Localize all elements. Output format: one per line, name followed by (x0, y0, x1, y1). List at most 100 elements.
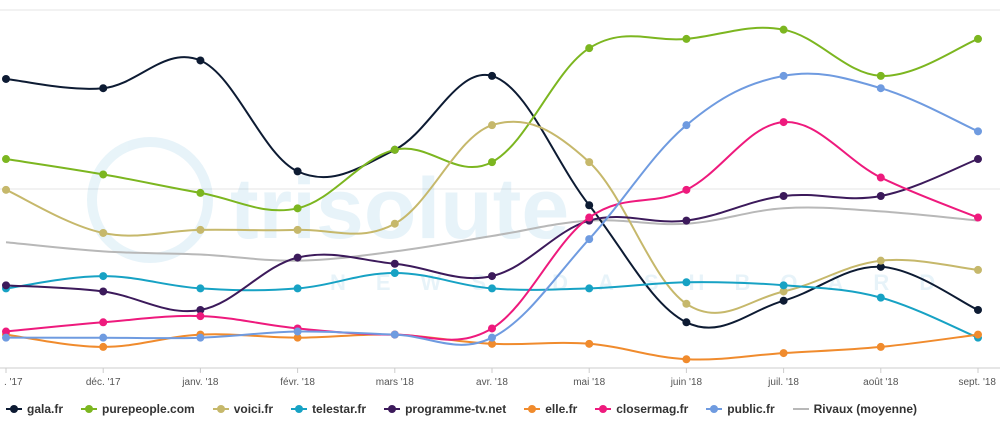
data-point-programme-tv-net-0[interactable] (2, 281, 10, 290)
data-point-closermag-fr-9[interactable] (876, 173, 885, 182)
data-point-voici-fr-9[interactable] (876, 256, 885, 265)
data-point-public-fr-6[interactable] (585, 235, 594, 244)
data-point-closermag-fr-1[interactable] (99, 318, 108, 327)
legend-swatch (595, 404, 612, 414)
data-point-gala-fr-6[interactable] (585, 201, 594, 210)
data-point-telestar-fr-3[interactable] (293, 284, 302, 293)
data-point-elle-fr-3[interactable] (293, 333, 302, 342)
series-line-public-fr[interactable] (5, 72, 979, 346)
data-point-gala-fr-9[interactable] (876, 262, 885, 271)
legend-item-programme-tv-net[interactable]: programme-tv.net (384, 402, 506, 416)
legend-item-rivaux-moyenne[interactable]: Rivaux (moyenne) (792, 402, 917, 416)
data-point-purepeople-com-7[interactable] (682, 34, 691, 43)
data-point-closermag-fr-2[interactable] (196, 312, 205, 321)
data-point-purepeople-com-6[interactable] (585, 44, 594, 53)
data-point-closermag-fr-6[interactable] (585, 213, 594, 222)
legend-item-voici-fr[interactable]: voici.fr (212, 402, 273, 416)
data-point-telestar-fr-7[interactable] (682, 278, 691, 287)
data-point-public-fr-9[interactable] (876, 84, 885, 93)
data-point-public-fr-1[interactable] (99, 333, 108, 342)
data-point-public-fr-2[interactable] (196, 333, 205, 342)
data-point-gala-fr-5[interactable] (488, 71, 496, 80)
data-point-purepeople-com-2[interactable] (196, 188, 205, 197)
data-point-programme-tv-net-7[interactable] (682, 216, 691, 225)
legend-item-public-fr[interactable]: public.fr (706, 402, 775, 416)
legend-label: public.fr (727, 402, 775, 416)
data-point-programme-tv-net-5[interactable] (488, 272, 496, 281)
data-point-programme-tv-net-9[interactable] (876, 192, 885, 200)
data-point-public-fr-7[interactable] (682, 121, 691, 130)
data-point-programme-tv-net-4[interactable] (390, 259, 399, 268)
data-point-voici-fr-0[interactable] (2, 185, 10, 194)
data-point-elle-fr-7[interactable] (682, 355, 691, 364)
data-point-public-fr-0[interactable] (2, 333, 10, 342)
data-point-elle-fr-10[interactable] (974, 330, 982, 339)
legend-item-gala-fr[interactable]: gala.fr (6, 402, 63, 416)
data-point-purepeople-com-0[interactable] (2, 155, 10, 164)
data-point-voici-fr-1[interactable] (99, 228, 108, 237)
data-point-voici-fr-6[interactable] (585, 158, 594, 167)
series-line-rivaux-moyenne[interactable] (5, 206, 979, 262)
data-point-voici-fr-8[interactable] (779, 287, 788, 296)
x-tick-label: août '18 (863, 377, 899, 388)
data-point-gala-fr-3[interactable] (293, 167, 302, 176)
data-point-telestar-fr-1[interactable] (99, 272, 108, 281)
data-point-telestar-fr-4[interactable] (390, 269, 399, 277)
data-point-gala-fr-7[interactable] (682, 318, 691, 327)
data-point-elle-fr-1[interactable] (99, 342, 108, 351)
data-point-voici-fr-7[interactable] (682, 299, 691, 308)
data-point-elle-fr-9[interactable] (876, 342, 885, 351)
data-point-public-fr-4[interactable] (390, 330, 399, 339)
data-point-telestar-fr-9[interactable] (876, 293, 885, 302)
data-point-purepeople-com-5[interactable] (488, 158, 496, 167)
data-point-purepeople-com-10[interactable] (974, 34, 982, 43)
data-point-programme-tv-net-8[interactable] (779, 192, 788, 200)
series-rivaux-moyenne (5, 206, 979, 262)
data-point-programme-tv-net-1[interactable] (99, 287, 108, 296)
data-point-elle-fr-8[interactable] (779, 349, 788, 358)
data-point-public-fr-10[interactable] (974, 127, 982, 136)
data-point-telestar-fr-2[interactable] (196, 284, 205, 293)
x-tick-label: déc. '17 (86, 377, 121, 388)
data-point-public-fr-8[interactable] (779, 71, 788, 80)
legend-item-closermag-fr[interactable]: closermag.fr (595, 402, 688, 416)
data-point-purepeople-com-9[interactable] (876, 71, 885, 80)
data-point-gala-fr-8[interactable] (779, 296, 788, 305)
data-point-voici-fr-2[interactable] (196, 225, 205, 234)
data-point-public-fr-5[interactable] (488, 333, 496, 342)
data-point-elle-fr-6[interactable] (585, 339, 594, 348)
data-point-purepeople-com-1[interactable] (99, 170, 108, 179)
data-point-public-fr-3[interactable] (293, 327, 302, 336)
data-point-telestar-fr-5[interactable] (488, 284, 496, 293)
data-point-programme-tv-net-2[interactable] (196, 305, 205, 314)
legend-swatch (81, 404, 98, 414)
data-point-closermag-fr-10[interactable] (974, 213, 982, 222)
data-point-programme-tv-net-3[interactable] (293, 253, 302, 262)
data-point-gala-fr-2[interactable] (196, 56, 205, 65)
data-point-closermag-fr-7[interactable] (682, 185, 691, 194)
legend-item-purepeople-com[interactable]: purepeople.com (81, 402, 195, 416)
legend-item-elle-fr[interactable]: elle.fr (524, 402, 577, 416)
data-point-purepeople-com-3[interactable] (293, 204, 302, 213)
data-point-telestar-fr-8[interactable] (779, 281, 788, 290)
series-line-closermag-fr[interactable] (5, 121, 979, 341)
data-point-programme-tv-net-10[interactable] (974, 155, 982, 164)
data-point-closermag-fr-0[interactable] (2, 327, 10, 336)
data-point-voici-fr-5[interactable] (488, 121, 496, 130)
data-point-closermag-fr-8[interactable] (779, 118, 788, 127)
data-point-purepeople-com-8[interactable] (779, 25, 788, 34)
data-point-closermag-fr-5[interactable] (488, 324, 496, 333)
legend-label: programme-tv.net (405, 402, 507, 416)
data-point-voici-fr-10[interactable] (974, 265, 982, 274)
data-point-gala-fr-1[interactable] (99, 84, 108, 93)
data-point-telestar-fr-6[interactable] (585, 284, 594, 293)
data-point-voici-fr-4[interactable] (390, 219, 399, 228)
legend-item-telestar-fr[interactable]: telestar.fr (291, 402, 366, 416)
data-point-elle-fr-5[interactable] (488, 339, 496, 348)
data-point-purepeople-com-4[interactable] (390, 145, 399, 154)
legend-swatch (706, 404, 723, 414)
data-point-gala-fr-0[interactable] (2, 74, 10, 83)
data-point-gala-fr-10[interactable] (974, 305, 982, 314)
data-point-voici-fr-3[interactable] (293, 225, 302, 234)
x-tick-label: . '17 (4, 377, 23, 388)
